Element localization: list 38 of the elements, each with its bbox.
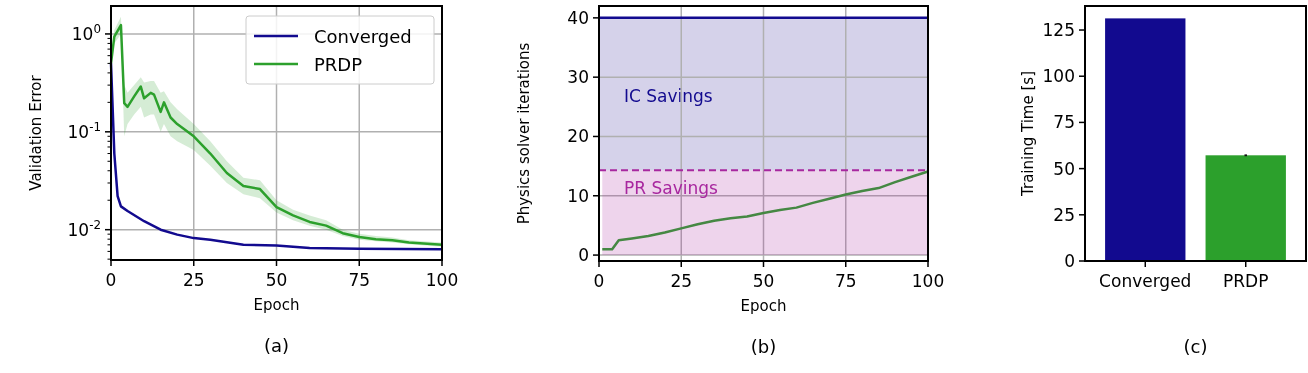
- x-tick-label: 0: [105, 270, 117, 290]
- x-tick-label: 50: [265, 270, 288, 290]
- y-tick-label: 0: [1064, 251, 1075, 271]
- text: (a): [263, 335, 290, 356]
- x-tick-label: 75: [834, 271, 857, 291]
- x-tick-label: 75: [348, 270, 371, 290]
- text: (c): [1183, 336, 1208, 357]
- y-tick-label: 30: [567, 67, 589, 88]
- y-axis-title: Physics solver iterations: [515, 42, 533, 225]
- x-tick-label: 25: [182, 270, 205, 290]
- y-tick-label: 10: [567, 185, 589, 206]
- x-tick-label: 100: [911, 271, 945, 291]
- y-tick-label: 20: [567, 126, 589, 147]
- x-axis-title: Epoch: [740, 297, 787, 315]
- y-tick-label: 50: [1053, 158, 1075, 179]
- x-tick-label: 0: [593, 271, 605, 291]
- y-tick-label: 125: [1042, 20, 1075, 41]
- x-tick-label: 100: [425, 270, 459, 290]
- y-tick-label: 10$^{-2}$: [67, 217, 101, 240]
- legend-label: PRDP: [314, 54, 363, 75]
- x-tick-label: Converged: [1099, 271, 1192, 291]
- y-tick-label: 40: [567, 7, 589, 28]
- text: (b): [750, 336, 777, 357]
- y-tick-label: 0: [578, 245, 589, 266]
- y-axis-title: Training Time [s]: [1019, 71, 1037, 197]
- ref-line-label: PR Savings: [624, 178, 719, 199]
- y-tick-label: 75: [1053, 112, 1075, 133]
- y-tick-label: 10$^{-1}$: [67, 119, 101, 142]
- x-tick-label: 25: [670, 271, 693, 291]
- legend-label: Converged: [314, 26, 412, 47]
- x-axis-title: Epoch: [253, 296, 300, 314]
- y-tick-label: 100: [1042, 66, 1075, 87]
- y-axis-title: Validation Error: [27, 74, 45, 191]
- y-tick-label: 25: [1053, 204, 1075, 225]
- x-tick-label: PRDP: [1223, 271, 1269, 291]
- x-tick-label: 50: [752, 271, 775, 291]
- band-label: IC Savings: [624, 85, 713, 106]
- y-tick-label: 10$^{0}$: [71, 21, 101, 44]
